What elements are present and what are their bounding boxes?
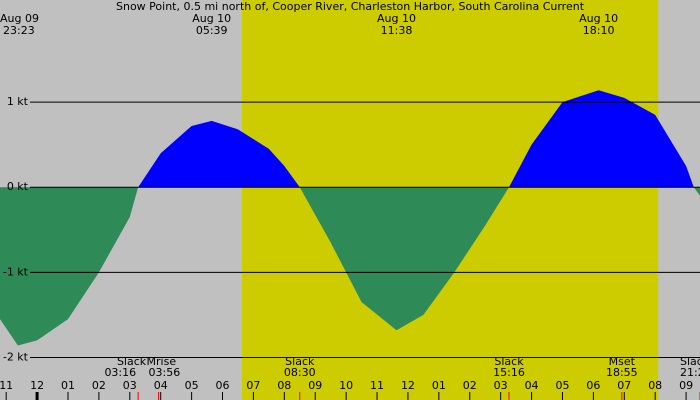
event-name: Mrise: [147, 355, 177, 368]
x-tick-label: 11: [370, 379, 384, 392]
x-tick-label: 12: [30, 379, 44, 392]
x-tick-label: 07: [246, 379, 260, 392]
event-time: 03:16: [104, 366, 136, 379]
x-tick-label: 09: [679, 379, 693, 392]
x-tick-label: 06: [216, 379, 230, 392]
event-name: Slack: [285, 355, 315, 368]
x-tick-label: 03: [494, 379, 508, 392]
extreme-time: 23:23: [3, 24, 35, 37]
event-time: 08:30: [284, 366, 316, 379]
event-time: 18:55: [606, 366, 638, 379]
x-tick-label: 11: [0, 379, 13, 392]
x-tick-label: 12: [401, 379, 415, 392]
x-tick-label: 05: [555, 379, 569, 392]
event-name: Slack: [680, 355, 700, 368]
event-name: Slack: [117, 355, 147, 368]
event-time: 03:56: [149, 366, 181, 379]
event-name: Slack: [494, 355, 524, 368]
extreme-date: Aug 10: [579, 12, 618, 25]
x-tick-label: 10: [339, 379, 353, 392]
x-tick-label: 01: [61, 379, 75, 392]
x-tick-label: 03: [123, 379, 137, 392]
event-time: 15:16: [493, 366, 525, 379]
y-tick-label: -2 kt: [3, 350, 29, 363]
y-tick-label: 0 kt: [7, 180, 29, 193]
x-tick-label: 09: [308, 379, 322, 392]
x-tick-label: 07: [617, 379, 631, 392]
x-tick-label: 08: [648, 379, 662, 392]
x-tick-label: 08: [277, 379, 291, 392]
extreme-time: 05:39: [196, 24, 228, 37]
ebb-area: [0, 187, 700, 346]
x-tick-label: 01: [432, 379, 446, 392]
x-tick-label: 05: [185, 379, 199, 392]
flood-area: [0, 90, 700, 188]
x-tick-label: 02: [463, 379, 477, 392]
event-name: Mset: [609, 355, 636, 368]
extreme-date: Aug 09: [0, 12, 39, 25]
y-tick-label: -1 kt: [3, 265, 29, 278]
extreme-date: Aug 10: [192, 12, 231, 25]
extreme-time: 11:38: [381, 24, 413, 37]
chart-title: Snow Point, 0.5 mi north of, Cooper Rive…: [116, 0, 585, 13]
event-time: 21:27: [680, 366, 700, 379]
x-tick-label: 06: [586, 379, 600, 392]
x-tick-label: 04: [154, 379, 168, 392]
y-tick-label: 1 kt: [7, 95, 29, 108]
extreme-date: Aug 10: [377, 12, 416, 25]
x-tick-label: 04: [525, 379, 539, 392]
extreme-time: 18:10: [583, 24, 615, 37]
x-tick-label: 02: [92, 379, 106, 392]
